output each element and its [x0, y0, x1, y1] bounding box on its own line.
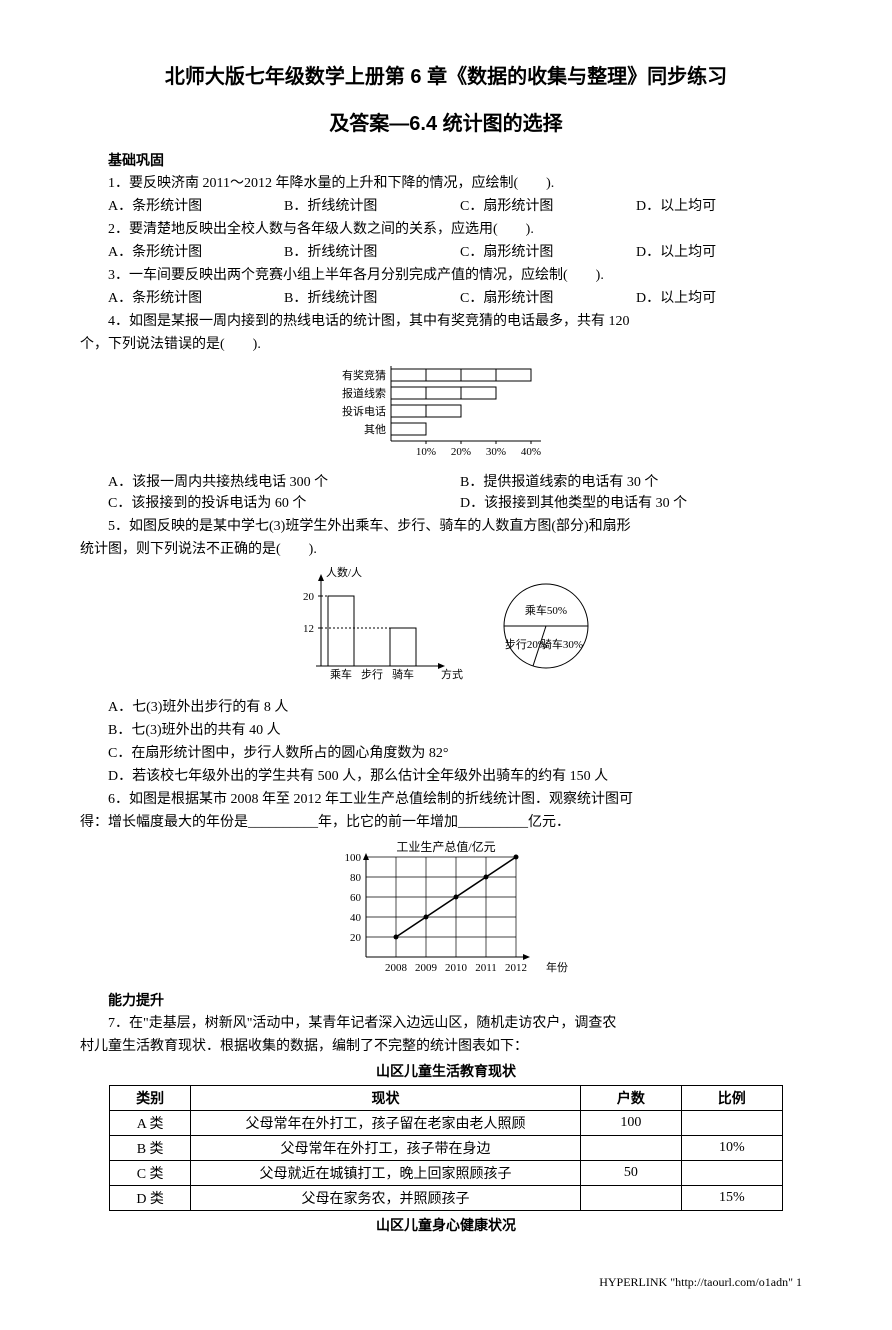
- q6-x-3: 2011: [475, 962, 497, 974]
- th-1: 现状: [190, 1086, 580, 1111]
- page-title-1: 北师大版七年级数学上册第 6 章《数据的收集与整理》同步练习: [80, 60, 812, 89]
- q5-pie-slice-2: 骑车30%: [541, 637, 583, 651]
- section-basic: 基础巩固: [80, 150, 812, 171]
- th-2: 户数: [580, 1086, 681, 1111]
- q5-bar-ytick-12: 12: [303, 623, 314, 635]
- q4-cat-0: 有奖竞猜: [342, 368, 386, 382]
- table-row: A 类 父母常年在外打工，孩子留在老家由老人照顾 100: [110, 1111, 782, 1136]
- q5-text-a: 5．如图反映的是某中学七(3)班学生外出乘车、步行、骑车的人数直方图(部分)和扇…: [80, 516, 812, 537]
- q4-opt-d: D．该报接到其他类型的电话有 30 个: [460, 493, 812, 514]
- q6-x-0: 2008: [385, 962, 408, 974]
- q2-opt-d: D．以上均可: [636, 242, 812, 263]
- q5-pie-slice-0: 乘车50%: [525, 603, 567, 617]
- q5-bar-cat-1: 步行: [361, 668, 383, 681]
- q5-charts: 人数/人 20 12 乘车 步行 骑车 方式: [80, 566, 812, 691]
- q7-text-a: 7．在"走基层，树新风"活动中，某青年记者深入边远山区，随机走访农户，调查农: [80, 1013, 812, 1034]
- q6-x-4: 2012: [505, 962, 527, 974]
- q4-xtick-0: 10%: [416, 446, 436, 458]
- q1-options: A．条形统计图 B．折线统计图 C．扇形统计图 D．以上均可: [80, 196, 812, 217]
- q4-cat-2: 投诉电话: [342, 404, 386, 418]
- q1-opt-a: A．条形统计图: [108, 196, 284, 217]
- q4-chart: 有奖竞猜 报道线索 投诉电话 其他 10% 20% 30% 40%: [80, 361, 812, 466]
- q4-opt-a: A．该报一周内共接热线电话 300 个: [108, 472, 460, 493]
- q4-cat-3: 其他: [364, 423, 386, 436]
- th-0: 类别: [110, 1086, 191, 1111]
- q6-ytick-1: 40: [350, 912, 362, 924]
- table-row: C 类 父母就近在城镇打工，晚上回家照顾孩子 50: [110, 1161, 782, 1186]
- q6-ytick-0: 20: [350, 932, 362, 944]
- q6-x-2: 2010: [445, 962, 468, 974]
- q6-x-1: 2009: [415, 962, 438, 974]
- q3-opt-b: B．折线统计图: [284, 288, 460, 309]
- data-table: 类别 现状 户数 比例 A 类 父母常年在外打工，孩子留在老家由老人照顾 100…: [109, 1085, 782, 1211]
- q6-text-a: 6．如图是根据某市 2008 年至 2012 年工业生产总值绘制的折线统计图．观…: [80, 789, 812, 810]
- q4-opt-c: C．该报接到的投诉电话为 60 个: [108, 493, 460, 514]
- q6-ylabel: 工业生产总值/亿元: [396, 839, 495, 854]
- q2-opt-b: B．折线统计图: [284, 242, 460, 263]
- q6-text-b: 得：增长幅度最大的年份是__________年，比它的前一年增加________…: [80, 812, 812, 833]
- q3-opt-c: C．扇形统计图: [460, 288, 636, 309]
- q5-opt-b: B．七(3)班外出的共有 40 人: [80, 720, 812, 741]
- q5-bar-0: [328, 596, 354, 666]
- q6-ytick-2: 60: [350, 892, 362, 904]
- q4-bar-3: [391, 423, 426, 435]
- q4-xtick-1: 20%: [451, 446, 471, 458]
- q5-bar-2: [390, 628, 416, 666]
- q1-opt-b: B．折线统计图: [284, 196, 460, 217]
- q5-bar-ylabel: 人数/人: [326, 566, 362, 579]
- q4-text-a: 4．如图是某报一周内接到的热线电话的统计图，其中有奖竞猜的电话最多，共有 120: [80, 311, 812, 332]
- q6-ytick-4: 100: [345, 852, 362, 864]
- table-row: D 类 父母在家务农，并照顾孩子 15%: [110, 1186, 782, 1211]
- q5-opt-a: A．七(3)班外出步行的有 8 人: [80, 697, 812, 718]
- q4-opt-b: B．提供报道线索的电话有 30 个: [460, 472, 812, 493]
- q1-opt-d: D．以上均可: [636, 196, 812, 217]
- q3-text: 3．一车间要反映出两个竞赛小组上半年各月分别完成产值的情况，应绘制( ).: [80, 265, 812, 286]
- page-footer: HYPERLINK "http://taourl.com/o1adn" 1: [80, 1275, 812, 1290]
- table-title-1: 山区儿童生活教育现状: [80, 1061, 812, 1081]
- q2-options: A．条形统计图 B．折线统计图 C．扇形统计图 D．以上均可: [80, 242, 812, 263]
- q4-cat-1: 报道线索: [342, 386, 386, 400]
- q3-opt-d: D．以上均可: [636, 288, 812, 309]
- q5-bar-cat-0: 乘车: [330, 667, 352, 681]
- q2-text: 2．要清楚地反映出全校人数与各年级人数之间的关系，应选用( ).: [80, 219, 812, 240]
- table-row: B 类 父母常年在外打工，孩子带在身边 10%: [110, 1136, 782, 1161]
- q3-options: A．条形统计图 B．折线统计图 C．扇形统计图 D．以上均可: [80, 288, 812, 309]
- q1-opt-c: C．扇形统计图: [460, 196, 636, 217]
- q7-text-b: 村儿童生活教育现状．根据收集的数据，编制了不完整的统计图表如下：: [80, 1036, 812, 1057]
- q6-xlabel: 年份: [546, 960, 568, 974]
- q5-opt-d: D．若该校七年级外出的学生共有 500 人，那么估计全年级外出骑车的约有 150…: [80, 766, 812, 787]
- page-title-2: 及答案—6.4 统计图的选择: [80, 107, 812, 136]
- q5-opt-c: C．在扇形统计图中，步行人数所占的圆心角度数为 82°: [80, 743, 812, 764]
- q2-opt-a: A．条形统计图: [108, 242, 284, 263]
- q5-bar-xlabel: 方式: [441, 667, 463, 681]
- q6-chart: 工业生产总值/亿元 20 40: [80, 839, 812, 984]
- q1-text: 1．要反映济南 2011～2012 年降水量的上升和下降的情况，应绘制( ).: [80, 173, 812, 194]
- q5-text-b: 统计图，则下列说法不正确的是( ).: [80, 539, 812, 560]
- q4-text-b: 个，下列说法错误的是( ).: [80, 334, 812, 355]
- section-ability: 能力提升: [80, 990, 812, 1011]
- q4-options: A．该报一周内共接热线电话 300 个 B．提供报道线索的电话有 30 个 C．…: [80, 472, 812, 514]
- q6-ytick-3: 80: [350, 872, 362, 884]
- q5-bar-cat-2: 骑车: [392, 667, 414, 681]
- q2-opt-c: C．扇形统计图: [460, 242, 636, 263]
- q4-xtick-3: 40%: [521, 446, 541, 458]
- q3-opt-a: A．条形统计图: [108, 288, 284, 309]
- table-title-2: 山区儿童身心健康状况: [80, 1215, 812, 1235]
- th-3: 比例: [681, 1086, 782, 1111]
- q4-xtick-2: 30%: [486, 446, 506, 458]
- q5-bar-ytick-20: 20: [303, 591, 315, 603]
